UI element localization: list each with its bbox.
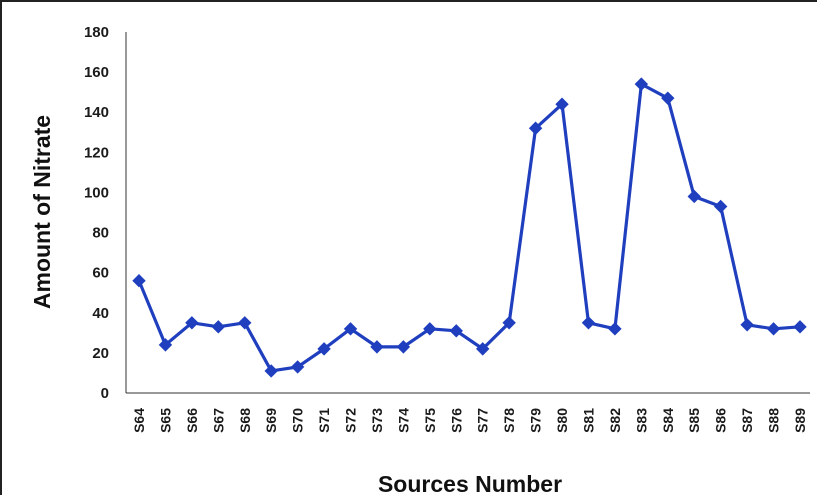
data-point	[158, 338, 173, 352]
x-tick-label: S64	[131, 408, 147, 433]
x-tick-label: S85	[686, 408, 702, 433]
x-axis: S64 S65 S66 S67 S68 S69 S70 S71 S72 S73 S74 S75 S76 S…	[126, 392, 810, 433]
data-point	[476, 342, 490, 356]
data-point	[449, 324, 463, 338]
x-tick-label: S78	[501, 408, 517, 433]
x-tick-label: S77	[475, 408, 491, 433]
data-point	[423, 322, 437, 336]
y-tick-label: 120	[84, 144, 109, 161]
data-point	[211, 320, 226, 334]
data-point	[766, 322, 781, 336]
y-axis-title: Amount of Nitrate	[29, 115, 55, 309]
x-tick-label: S65	[157, 408, 173, 433]
x-tick-label: S86	[713, 408, 729, 433]
x-tick-label: S68	[237, 408, 253, 433]
x-tick-label: S87	[739, 408, 755, 433]
data-point	[608, 322, 622, 336]
x-tick-label: S88	[766, 408, 782, 433]
data-point	[661, 91, 675, 105]
y-axis: 0 20 40 60 80 100 120 140 160 180	[84, 24, 127, 402]
x-tick-label: S70	[290, 408, 306, 433]
data-point	[132, 273, 146, 288]
data-point	[740, 318, 754, 332]
x-tick-label: S74	[395, 408, 411, 433]
data-point	[634, 77, 649, 91]
data-point	[793, 320, 807, 334]
y-tick-label: 80	[92, 225, 109, 242]
y-tick-label: 60	[92, 265, 109, 282]
data-point	[528, 121, 543, 135]
data-point	[317, 342, 331, 356]
x-tick-label: S83	[633, 408, 649, 433]
y-tick-label: 160	[84, 64, 109, 81]
x-tick-label: S67	[210, 408, 226, 433]
x-tick-label: S76	[448, 408, 464, 433]
data-point	[370, 340, 384, 354]
y-tick-label: 0	[101, 385, 109, 402]
x-tick-label: S81	[580, 408, 596, 433]
x-tick-label: S66	[184, 408, 200, 433]
x-tick-label: S72	[343, 408, 359, 433]
data-point	[687, 189, 701, 204]
y-tick-label: 20	[92, 345, 109, 362]
x-tick-label: S80	[554, 408, 570, 433]
x-tick-label: S84	[660, 408, 676, 433]
x-tick-label: S69	[263, 408, 279, 433]
x-axis-title: Sources Number	[378, 471, 562, 497]
data-point	[713, 199, 728, 214]
y-tick-label: 140	[84, 104, 109, 121]
y-tick-label: 180	[84, 24, 109, 41]
data-point	[396, 340, 411, 354]
series-line	[137, 82, 801, 373]
data-point	[264, 364, 278, 378]
x-tick-label: S89	[792, 408, 808, 433]
data-point	[238, 316, 252, 330]
x-tick-label: S79	[528, 408, 544, 433]
data-point	[581, 316, 596, 330]
y-tick-label: 40	[92, 305, 109, 322]
x-tick-label: S82	[607, 408, 623, 433]
data-point	[343, 322, 358, 336]
series-1	[132, 77, 807, 378]
y-tick-label: 100	[84, 184, 109, 201]
data-point	[185, 316, 199, 330]
x-tick-label: S71	[316, 408, 332, 433]
data-point	[290, 360, 305, 374]
data-point	[555, 97, 569, 111]
x-tick-label: S73	[369, 408, 385, 433]
data-point	[502, 316, 516, 330]
x-tick-label: S75	[422, 408, 438, 433]
